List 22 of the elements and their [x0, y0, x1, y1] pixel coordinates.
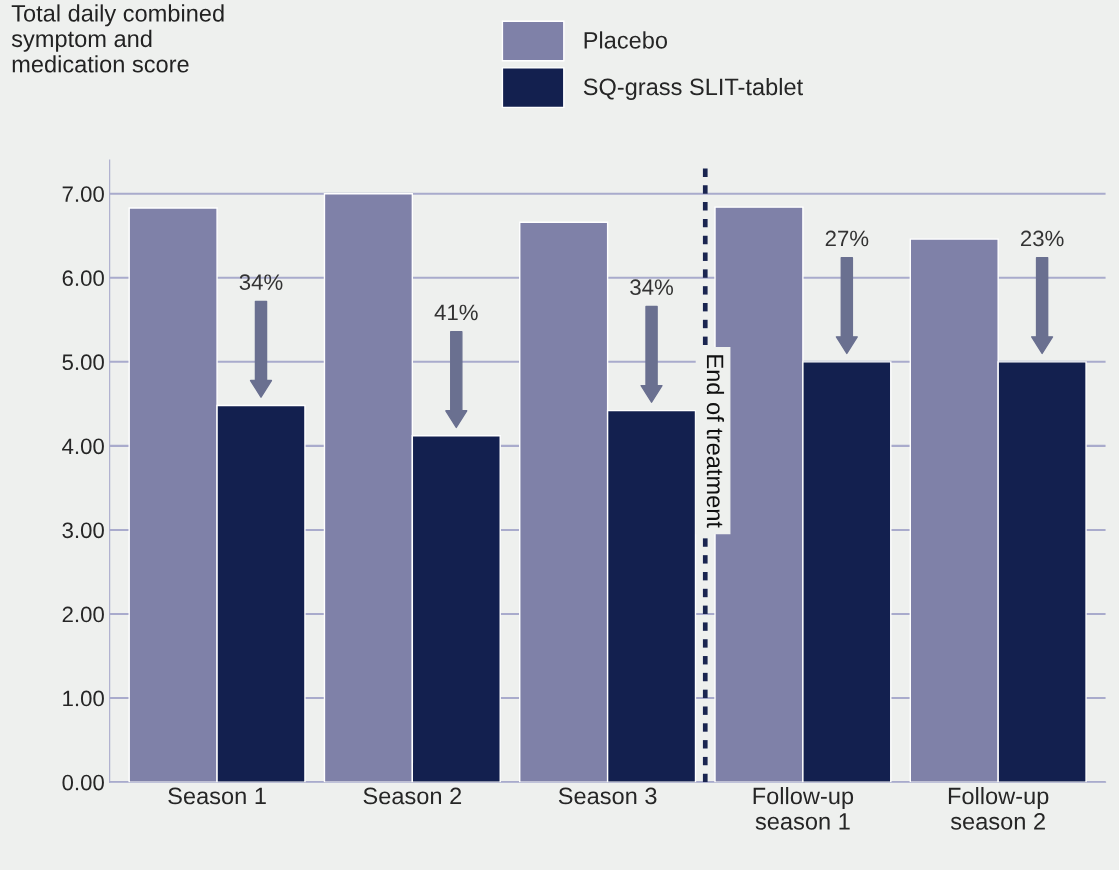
x-tick-label: Season 3 — [558, 787, 657, 805]
legend-label: Placebo — [584, 31, 668, 49]
annotation: 34% — [239, 274, 283, 291]
legend-label: SQ-grass SLIT-tablet — [583, 77, 803, 100]
x-tick-label: Season 2 — [363, 787, 462, 805]
x-tick-label: Follow-up season 2 — [948, 786, 1049, 830]
y-tick-label: 7.00 — [62, 186, 104, 202]
x-tick-label: Season 1 — [168, 787, 266, 805]
y-tick-label: 0.00 — [62, 774, 104, 791]
y-tick-label: 6.00 — [62, 270, 104, 287]
y-tick-label: 5.00 — [62, 354, 104, 371]
annotation: End of treatment — [706, 355, 725, 528]
y-tick-label: 2.00 — [62, 606, 104, 623]
annotation: 34% — [630, 279, 673, 296]
x-tick-label: Follow-up season 1 — [753, 786, 854, 830]
annotation: 41% — [434, 304, 478, 321]
y-tick-label: 1.00 — [63, 690, 104, 707]
y-tick-label: 3.00 — [62, 522, 104, 539]
y-tick-label: 4.00 — [62, 438, 104, 455]
y-axis-title: Total daily combined symptom and medication score — [11, 4, 224, 73]
annotation: 27% — [825, 230, 869, 247]
annotation: 23% — [1020, 230, 1064, 247]
